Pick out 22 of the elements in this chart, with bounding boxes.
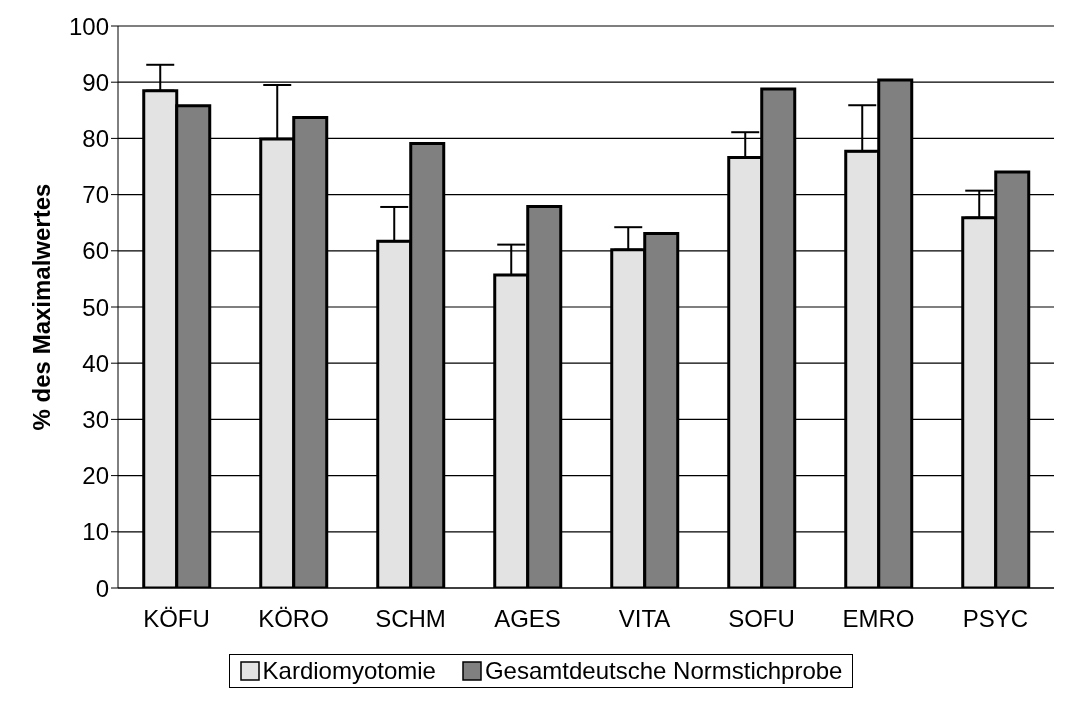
x-tick-label: PSYC [962,605,1029,633]
y-tick-label: 30 [82,405,109,433]
x-tick-label: VITA [618,605,671,633]
y-tick-label: 100 [68,12,109,40]
y-axis-title: % des Maximalwertes [27,183,55,431]
legend-label: Gesamtdeutsche Normstichprobe [483,657,843,685]
x-tick-label: SCHM [375,605,446,633]
x-tick-label: KÖRO [258,605,329,633]
legend-label: Kardiomyotomie [261,657,436,685]
y-tick-label: 20 [82,462,109,490]
y-tick-label: 60 [82,237,109,265]
y-tick-label: 0 [95,574,109,602]
y-tick-label: 90 [82,68,109,96]
x-tick-label: SOFU [728,605,795,633]
x-tick-label: KÖFU [143,605,210,633]
y-tick-label: 50 [82,293,109,321]
y-tick-label: 80 [82,124,109,152]
y-tick-label: 40 [82,349,109,377]
y-tick-label: 70 [82,181,109,209]
x-tick-label: EMRO [842,605,915,633]
x-tick-label: AGES [494,605,561,633]
y-tick-label: 10 [82,518,109,546]
